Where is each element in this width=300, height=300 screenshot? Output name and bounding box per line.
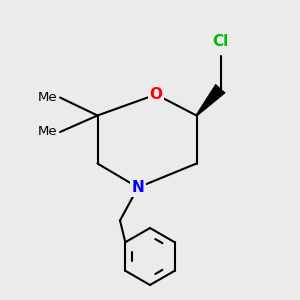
Text: N: N — [132, 180, 144, 195]
Text: O: O — [149, 87, 163, 102]
Polygon shape — [196, 84, 225, 116]
Text: Cl: Cl — [212, 34, 229, 50]
Text: Me: Me — [38, 91, 57, 104]
Text: Me: Me — [38, 125, 57, 139]
